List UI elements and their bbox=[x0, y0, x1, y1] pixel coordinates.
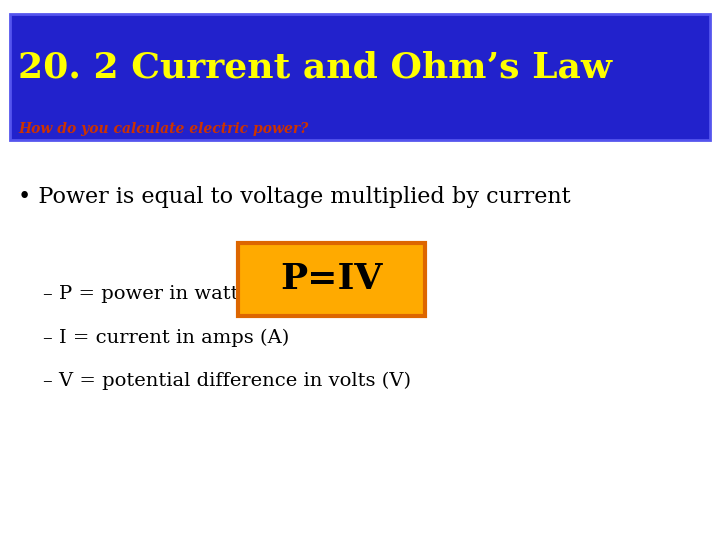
FancyBboxPatch shape bbox=[10, 14, 710, 140]
Text: • Power is equal to voltage multiplied by current: • Power is equal to voltage multiplied b… bbox=[18, 186, 571, 208]
Text: – I = current in amps (A): – I = current in amps (A) bbox=[43, 328, 289, 347]
Text: – P = power in watts (W): – P = power in watts (W) bbox=[43, 285, 290, 303]
Text: How do you calculate electric power?: How do you calculate electric power? bbox=[18, 122, 308, 136]
FancyBboxPatch shape bbox=[238, 243, 425, 316]
Text: P=IV: P=IV bbox=[280, 262, 382, 296]
Text: – V = potential difference in volts (V): – V = potential difference in volts (V) bbox=[43, 372, 411, 390]
Text: 20. 2 Current and Ohm’s Law: 20. 2 Current and Ohm’s Law bbox=[18, 51, 612, 84]
